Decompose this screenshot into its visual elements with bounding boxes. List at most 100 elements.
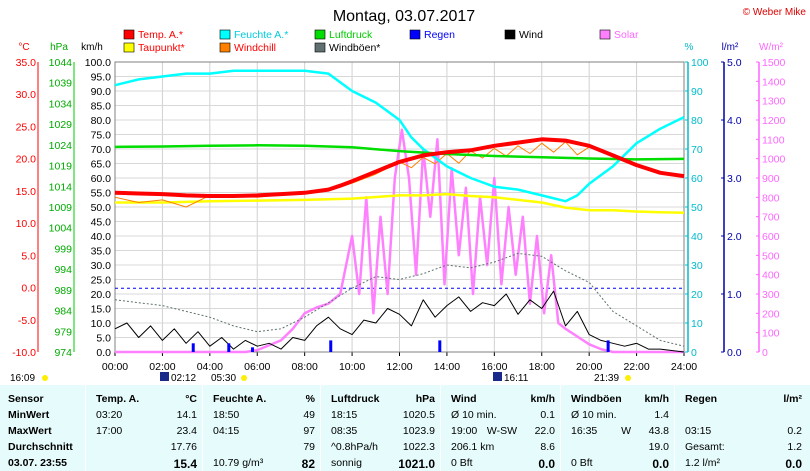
- solar-tick-label: 300: [762, 289, 780, 301]
- weather-chart: Montag, 03.07.2017 © Weber Mike Temp. A.…: [10, 7, 807, 384]
- wind-tick-label: 0.0: [96, 347, 111, 359]
- legend-label: Windböen*: [329, 42, 380, 54]
- legend-swatch: [409, 29, 421, 40]
- wind-tick-label: 65.0: [91, 159, 112, 171]
- summary-header-unit: km/h: [530, 393, 555, 405]
- rain-tick-label: 4.0: [727, 115, 742, 127]
- solar-tick-label: 900: [762, 173, 780, 185]
- humidity-tick-label: 0: [691, 347, 697, 359]
- humidity-tick-label: 40: [691, 231, 703, 243]
- summary-row-label: MinWert: [8, 409, 50, 421]
- summary-cell-label: 08:35: [331, 425, 358, 437]
- humidity-tick-label: 70: [691, 144, 703, 156]
- summary-cell-label: 0 Bft: [451, 457, 473, 469]
- temp-axis-unit: °C: [18, 42, 29, 53]
- summary-cell-value: 0.2: [787, 425, 802, 437]
- rain-tick-label: 3.0: [727, 173, 742, 185]
- wind-series-line: [114, 290, 685, 353]
- pressure-series-line: [114, 144, 685, 161]
- humidity-tick-label: 100: [691, 57, 709, 69]
- wind-tick-label: 35.0: [91, 246, 112, 258]
- summary-cell-label: 03:15: [685, 425, 712, 437]
- wind-tick-label: 75.0: [91, 130, 112, 142]
- summary-cell-label: sonnig: [331, 457, 362, 469]
- solar-tick-label: 600: [762, 231, 780, 243]
- wind-tick-label: 55.0: [91, 188, 112, 200]
- wind-tick-label: 50.0: [91, 202, 112, 214]
- x-tick-label: 04:00: [197, 361, 223, 373]
- summary-cell-value: 49: [303, 409, 315, 421]
- event-left-time: 16:09: [10, 373, 35, 384]
- x-tick-label: 20:00: [576, 361, 602, 373]
- wind-tick-label: 100.0: [85, 57, 111, 69]
- x-tick-label: 24:00: [671, 361, 697, 373]
- summary-cell-value: 1.2: [787, 441, 802, 453]
- rain-bar: [191, 343, 195, 352]
- x-tick-label: 14:00: [434, 361, 460, 373]
- pressure-tick-label: 994: [54, 264, 72, 276]
- moon-icon: [493, 372, 502, 381]
- summary-header-unit: %: [305, 393, 315, 405]
- summary-row-label: MaxWert: [8, 425, 52, 437]
- summary-cell-value: 8.6: [540, 441, 555, 453]
- summary-cell-value: 15.4: [173, 457, 197, 471]
- summary-cell-value: 1023.9: [402, 425, 435, 437]
- pressure-tick-label: 1019: [49, 161, 73, 173]
- rain-bar: [606, 340, 610, 352]
- summary-header: Feuchte A.: [213, 393, 267, 405]
- summary-cell-value: 14.1: [176, 409, 197, 421]
- solar-tick-label: 1400: [762, 76, 786, 88]
- summary-column-separator: [440, 385, 441, 471]
- summary-header-unit: l/m²: [783, 393, 802, 405]
- summary-cell-label: 10.79 g/m³: [213, 457, 264, 469]
- event-sunrise-alt: 05:30: [211, 373, 236, 384]
- sunset-marker: [625, 375, 631, 381]
- legend-swatch: [599, 29, 611, 40]
- summary-cell-label: 18:15: [331, 409, 358, 421]
- pressure-tick-label: 979: [54, 326, 72, 338]
- summary-cell-value: 0.1: [540, 409, 555, 421]
- legend-swatch: [314, 42, 326, 53]
- humidity-tick-label: 20: [691, 289, 703, 301]
- legend-swatch: [504, 29, 516, 40]
- summary-cell-label: 1.2 l/m²: [685, 457, 721, 469]
- temp-tick-label: 5.0: [21, 250, 36, 262]
- legend: Temp. A.* Feuchte A.* Luftdruck Regen Wind So…: [123, 29, 639, 54]
- sunrise-marker: [241, 375, 247, 381]
- pressure-axis-unit: hPa: [50, 42, 68, 53]
- pressure-tick-label: 1024: [49, 140, 73, 152]
- summary-column-separator: [202, 385, 203, 471]
- summary-header: Windböen: [571, 393, 622, 405]
- pressure-tick-label: 999: [54, 243, 72, 255]
- pressure-tick-label: 1029: [49, 119, 73, 131]
- summary-cell-value: 23.4: [176, 425, 197, 437]
- humidity-tick-label: 30: [691, 260, 703, 272]
- summary-header: Wind: [451, 393, 477, 405]
- summary-cell-value: 82: [301, 457, 315, 471]
- pressure-tick-label: 1004: [49, 223, 73, 235]
- legend-label: Windchill: [234, 42, 276, 54]
- humidity-tick-label: 90: [691, 86, 703, 98]
- summary-cell-label: 206.1 km: [451, 441, 495, 453]
- solar-axis-unit: W/m²: [759, 42, 784, 53]
- solar-tick-label: 0: [762, 347, 768, 359]
- wind-axis-unit: km/h: [81, 42, 103, 53]
- wind-tick-label: 60.0: [91, 173, 112, 185]
- wind-tick-label: 95.0: [91, 72, 112, 84]
- summary-cell-value: 1021.0: [398, 457, 435, 471]
- summary-cell-value: 43.8: [648, 425, 669, 437]
- humidity-tick-label: 10: [691, 318, 703, 330]
- solar-tick-label: 800: [762, 192, 780, 204]
- summary-cell-label: 0 Bft: [571, 457, 593, 469]
- summary-cell-label: 18:50: [213, 409, 240, 421]
- summary-header: Regen: [685, 393, 718, 405]
- legend-swatch: [123, 29, 135, 40]
- rain-bar: [329, 340, 333, 352]
- pressure-tick-label: 1039: [49, 78, 73, 90]
- summary-header-unit: hPa: [415, 393, 435, 405]
- temp-tick-label: 10.0: [16, 218, 37, 230]
- event-moon: 16:11: [504, 373, 529, 384]
- summary-column-separator: [560, 385, 561, 471]
- humidity-series-line: [114, 69, 685, 203]
- summary-cell-value: 97: [303, 425, 315, 437]
